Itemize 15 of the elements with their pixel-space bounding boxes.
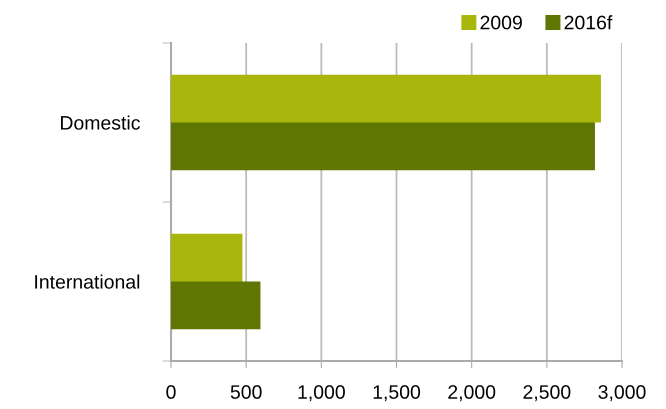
bar <box>171 122 595 170</box>
x-tick-label: 500 <box>230 385 262 399</box>
x-tick-label: 3,000 <box>598 385 646 402</box>
bar <box>171 234 242 282</box>
bar <box>171 74 601 122</box>
y-tick-label: Domestic <box>61 115 140 130</box>
x-tick-label: 1,000 <box>298 385 345 402</box>
legend-label: 2016f <box>564 15 612 30</box>
x-tick-label: 1,500 <box>374 385 420 402</box>
x-tick-label: 2,500 <box>523 385 570 402</box>
x-tick-label: 2,000 <box>448 385 496 402</box>
y-tick-label: International <box>35 274 140 289</box>
x-tick-label: 0 <box>166 385 176 399</box>
legend-label: 2009 <box>480 16 522 30</box>
bar <box>171 282 260 330</box>
